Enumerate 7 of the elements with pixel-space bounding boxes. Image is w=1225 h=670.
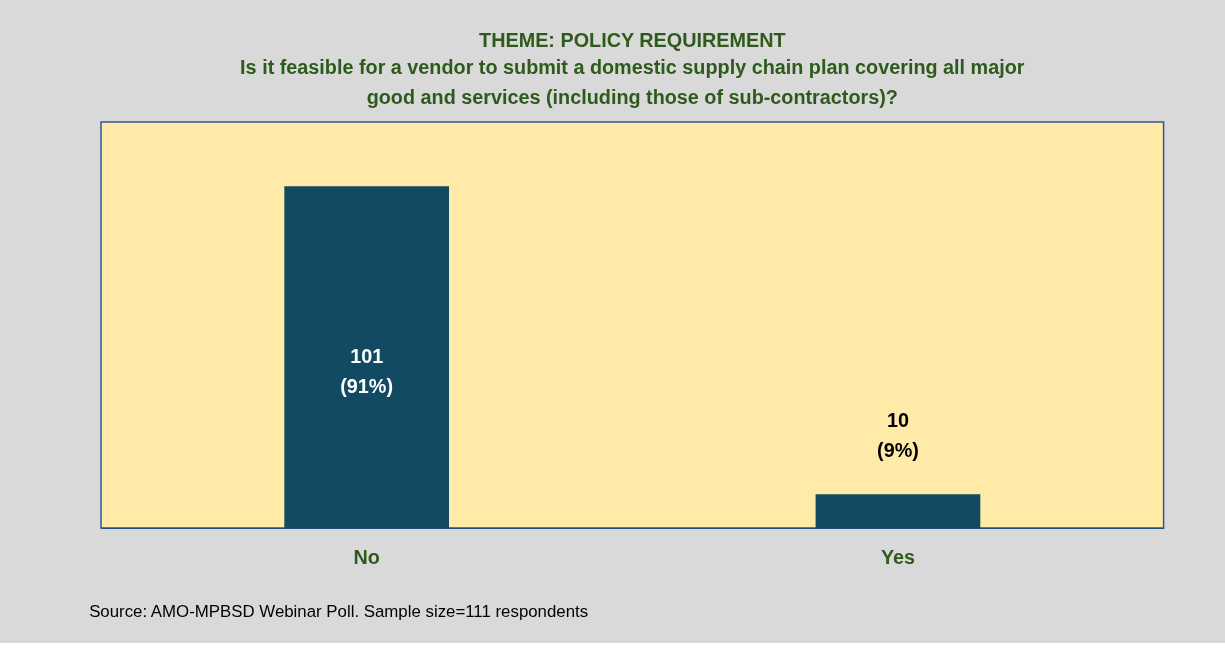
- x-tick-label: Yes: [880, 546, 916, 569]
- chart-subtitle: Is it feasible for a vendor to submit a domestic supply chain plan covering all major good and services (including those of sub-contractors)?: [240, 56, 1025, 109]
- source-note: Source: AMO-MPBSD Webinar Poll. Sample size=111 respondents: [89, 602, 589, 622]
- data-label: 101 (91%): [340, 345, 394, 397]
- data-label: 10 (9%): [877, 409, 919, 461]
- x-tick-label: No: [353, 546, 380, 569]
- chart-title: THEME: POLICY REQUIREMENT: [479, 28, 786, 51]
